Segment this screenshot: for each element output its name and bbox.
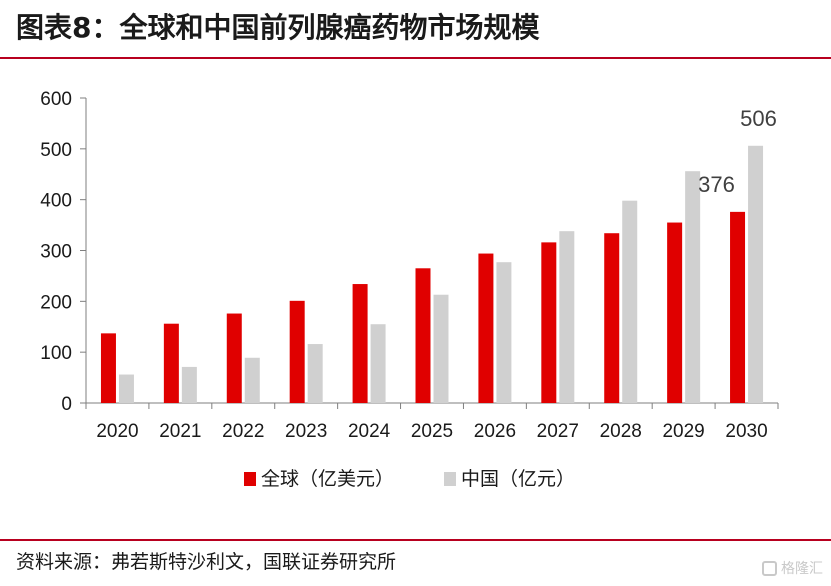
bar-china [433,294,449,403]
chart-labels: 376 506 [698,106,777,197]
bar-global [478,253,494,403]
bar-china [307,344,323,403]
x-tick-label: 2022 [222,421,264,442]
y-tick-label: 300 [40,242,72,263]
y-tick-label: 0 [61,394,72,415]
data-label: 506 [740,106,777,131]
y-tick-label: 400 [40,191,72,212]
bar-china [622,200,638,403]
x-tick-label: 2030 [725,421,767,442]
x-tick-label: 2024 [348,421,391,442]
legend-label: 中国（亿元） [461,468,575,490]
x-tick-label: 2028 [600,421,642,442]
watermark-text: 格隆汇 [781,561,823,577]
bar-china [370,324,386,403]
page-title: 图表8：全球和中国前列腺癌药物市场规模 [16,11,540,44]
bar-global [730,211,746,403]
legend-swatch [244,472,256,486]
y-tick-label: 100 [40,343,72,364]
top-rule [0,57,831,59]
bar-china [496,262,512,403]
x-tick-label: 2027 [537,421,579,442]
x-tick-label: 2020 [96,421,138,442]
bar-global [226,313,242,403]
bar-chart: 0 100 200 300 400 500 600 2020 2021 2022 2023 2024 2… [40,89,779,490]
bar-global [289,300,305,403]
x-tick-label: 2021 [159,421,201,442]
bar-global [541,242,557,403]
x-tick-label: 2025 [411,421,453,442]
bar-global [415,268,431,403]
y-tick-label: 500 [40,140,72,161]
legend-swatch [444,472,456,486]
chart-bars [100,145,764,403]
watermark-logo-icon [762,560,777,576]
bar-global [100,333,116,403]
bottom-rule [0,539,831,541]
watermark: 格隆汇 [762,558,823,578]
x-tick-label: 2029 [662,421,704,442]
bar-global [604,233,620,403]
y-tick-label: 600 [40,89,72,110]
bar-china [244,357,260,403]
chart-legend: 全球（亿美元） 中国（亿元） [244,468,575,490]
y-tick-label: 200 [40,292,72,313]
bar-global [667,222,683,403]
bar-china [181,366,197,403]
chart-axes: 0 100 200 300 400 500 600 2020 2021 2022 2023 2024 2… [40,89,779,442]
bar-global [163,323,179,403]
legend-label: 全球（亿美元） [261,468,394,490]
x-tick-label: 2026 [474,421,516,442]
data-label: 376 [698,172,735,197]
source-note: 资料来源：弗若斯特沙利文，国联证券研究所 [16,551,397,573]
x-tick-label: 2023 [285,421,327,442]
bar-china [685,171,701,403]
bar-china [748,145,764,403]
bar-china [559,231,575,403]
bar-global [352,284,368,403]
bar-china [118,374,134,403]
